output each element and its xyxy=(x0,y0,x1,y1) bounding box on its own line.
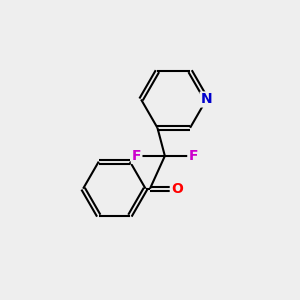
Text: N: N xyxy=(201,92,212,106)
Text: O: O xyxy=(171,182,183,196)
Text: F: F xyxy=(188,149,198,163)
Text: F: F xyxy=(132,149,141,163)
